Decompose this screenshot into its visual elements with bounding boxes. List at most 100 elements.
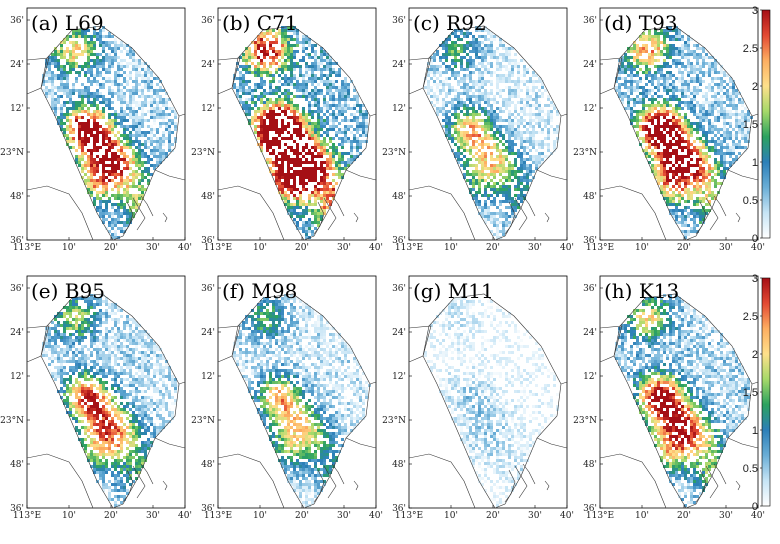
raster-cell (272, 62, 275, 65)
raster-cell (156, 131, 159, 134)
raster-cell (362, 131, 365, 134)
raster-cell (114, 110, 117, 113)
raster-cell (487, 53, 490, 56)
raster-cell (314, 203, 317, 206)
raster-cell (496, 92, 499, 95)
raster-cell (162, 113, 165, 116)
raster-cell (645, 47, 648, 50)
raster-cell (651, 116, 654, 119)
raster-cell (430, 86, 433, 89)
boundary-line (122, 201, 134, 235)
raster-cell (493, 191, 496, 194)
raster-cell (457, 149, 460, 152)
raster-cell (696, 47, 699, 50)
raster-cell (350, 152, 353, 155)
raster-cell (66, 77, 69, 80)
raster-cell (511, 128, 514, 131)
raster-cell (344, 80, 347, 83)
raster-cell (171, 143, 174, 146)
raster-cell (108, 143, 111, 146)
raster-cell (463, 80, 466, 83)
raster-cell (114, 71, 117, 74)
raster-cell (144, 62, 147, 65)
raster-cell (126, 146, 129, 149)
raster-cell (60, 80, 63, 83)
raster-cell (490, 107, 493, 110)
raster-cell (147, 179, 150, 182)
lon-tick-label: 30' (528, 243, 542, 253)
raster-cell (296, 62, 299, 65)
raster-cell (257, 35, 260, 38)
raster-cell (490, 50, 493, 53)
raster-cell (529, 107, 532, 110)
raster-cell (159, 89, 162, 92)
raster-cell (299, 95, 302, 98)
raster-cell (105, 71, 108, 74)
raster-cell (350, 158, 353, 161)
raster-cell (499, 203, 502, 206)
raster-cell (666, 44, 669, 47)
raster-cell (651, 158, 654, 161)
raster-cell (651, 53, 654, 56)
raster-cell (144, 140, 147, 143)
raster-cell (123, 224, 126, 227)
raster-cell (454, 104, 457, 107)
raster-cell (126, 209, 129, 212)
raster-cell (308, 56, 311, 59)
raster-cell (326, 194, 329, 197)
raster-cell (681, 161, 684, 164)
raster-cell (105, 80, 108, 83)
raster-cell (263, 113, 266, 116)
raster-cell (329, 200, 332, 203)
raster-cell (538, 158, 541, 161)
raster-cell (636, 65, 639, 68)
raster-cell (618, 83, 621, 86)
raster-cell (654, 131, 657, 134)
raster-cell (293, 152, 296, 155)
raster-cell (308, 74, 311, 77)
raster-cell (251, 107, 254, 110)
raster-cell (493, 164, 496, 167)
lon-tick-label: 30' (146, 243, 160, 253)
raster-cell (502, 155, 505, 158)
raster-cell (457, 59, 460, 62)
raster-cell (45, 92, 48, 95)
raster-cell (654, 173, 657, 176)
raster-cell (430, 59, 433, 62)
lon-tick-label: 10' (253, 243, 267, 253)
raster-cell (669, 50, 672, 53)
raster-cell (669, 104, 672, 107)
raster-cell (672, 215, 675, 218)
raster-cell (305, 68, 308, 71)
raster-cell (135, 62, 138, 65)
raster-cell (314, 122, 317, 125)
raster-cell (511, 59, 514, 62)
raster-cell (99, 131, 102, 134)
raster-cell (120, 203, 123, 206)
raster-cell (135, 206, 138, 209)
raster-cell (523, 176, 526, 179)
raster-cell (648, 140, 651, 143)
raster-cell (75, 101, 78, 104)
panel-title: (c) R92 (413, 11, 487, 35)
raster-cell (469, 56, 472, 59)
raster-cell (684, 200, 687, 203)
raster-cell (675, 32, 678, 35)
raster-cell (132, 62, 135, 65)
raster-cell (621, 95, 624, 98)
raster-cell (681, 155, 684, 158)
raster-cell (636, 56, 639, 59)
raster-cell (332, 149, 335, 152)
raster-cell (335, 62, 338, 65)
raster-cell (669, 155, 672, 158)
raster-cell (284, 200, 287, 203)
raster-cell (529, 110, 532, 113)
raster-cell (254, 113, 257, 116)
raster-cell (478, 47, 481, 50)
raster-cell (305, 92, 308, 95)
raster-cell (326, 200, 329, 203)
raster-cell (332, 125, 335, 128)
raster-cell (165, 128, 168, 131)
raster-cell (696, 176, 699, 179)
raster-cell (132, 125, 135, 128)
